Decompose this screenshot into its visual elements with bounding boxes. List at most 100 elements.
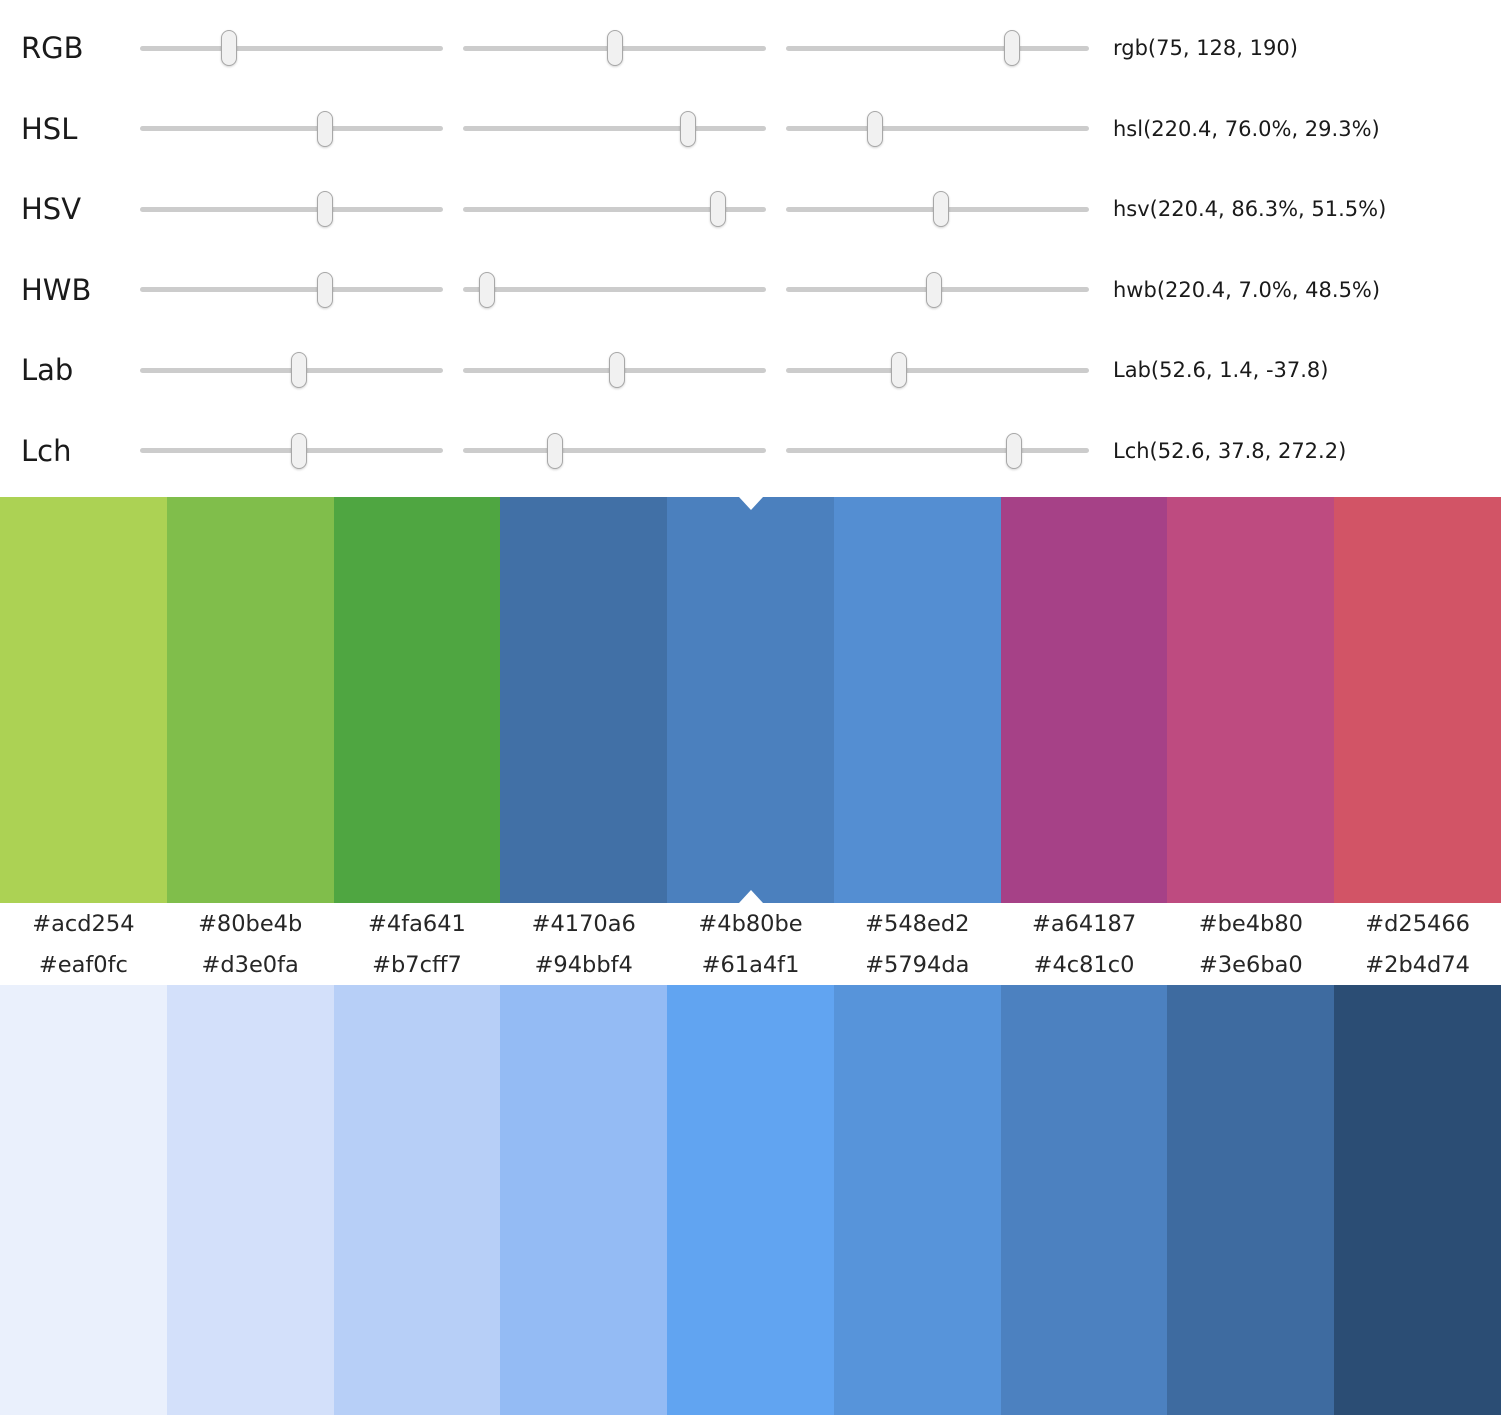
slider-track-hsl-1[interactable]	[140, 109, 443, 149]
slider-track-lab-2[interactable]	[463, 350, 766, 390]
hue-swatch-9[interactable]	[1334, 497, 1501, 903]
slider-track-lch-3[interactable]	[786, 431, 1089, 471]
slider-row-hwb: HWB hwb(220.4, 7.0%, 48.5%)	[0, 250, 1501, 331]
shade-swatch-2[interactable]	[166, 985, 334, 1415]
shade-hex-label-4: #94bbf4	[534, 952, 633, 978]
hue-swatch-8[interactable]	[1167, 497, 1335, 903]
hue-hex-label-4: #4170a6	[531, 911, 636, 937]
shade-hex-label-1: #eaf0fc	[38, 952, 128, 978]
hue-swatch-7[interactable]	[1000, 497, 1168, 903]
colorspace-label-hsv: HSV	[21, 192, 82, 227]
slider-thumb-rgb-2[interactable]	[607, 30, 624, 67]
slider-thumb-rgb-1[interactable]	[221, 30, 238, 67]
colorspace-label-hwb: HWB	[21, 272, 92, 307]
slider-track-group-hwb	[140, 270, 1089, 310]
slider-track-group-lab	[140, 350, 1089, 390]
shade-swatch-6[interactable]	[833, 985, 1001, 1415]
shade-swatch-5[interactable]	[667, 985, 834, 1415]
hue-swatch-3[interactable]	[333, 497, 501, 903]
slider-row-lab: Lab Lab(52.6, 1.4, -37.8)	[0, 330, 1501, 411]
hue-hex-label-6: #548ed2	[865, 911, 970, 937]
slider-track-hsl-3[interactable]	[786, 109, 1089, 149]
hue-swatch-1[interactable]	[0, 497, 167, 903]
palette-panel: #acd254 #80be4b #4fa641 #4170a6 #4b80be #548e…	[0, 497, 1501, 1415]
slider-thumb-hsl-1[interactable]	[317, 110, 334, 147]
shade-hex-label-5: #61a4f1	[701, 952, 800, 978]
hue-hex-label-3: #4fa641	[368, 911, 466, 937]
shade-swatch-8[interactable]	[1167, 985, 1335, 1415]
slider-row-lch: Lch Lch(52.6, 37.8, 272.2)	[0, 411, 1501, 492]
hue-swatch-2[interactable]	[166, 497, 334, 903]
hue-swatch-6[interactable]	[833, 497, 1001, 903]
slider-row-hsv: HSV hsv(220.4, 86.3%, 51.5%)	[0, 169, 1501, 250]
slider-thumb-lch-2[interactable]	[546, 432, 563, 469]
hue-swatch-5[interactable]	[667, 497, 834, 903]
slider-thumb-hwb-2[interactable]	[479, 271, 496, 308]
slider-track-rgb-1[interactable]	[140, 28, 443, 68]
slider-track-group-lch	[140, 431, 1089, 471]
hue-swatch-4[interactable]	[500, 497, 668, 903]
slider-row-rgb: RGB rgb(75, 128, 190)	[0, 8, 1501, 89]
slider-thumb-hsv-2[interactable]	[710, 191, 727, 228]
colorspace-label-lch: Lch	[21, 433, 72, 468]
colorspace-label-rgb: RGB	[21, 31, 84, 66]
slider-thumb-hwb-3[interactable]	[926, 271, 943, 308]
slider-thumb-hsv-1[interactable]	[317, 191, 334, 228]
shade-palette-strip	[0, 985, 1501, 1415]
shade-swatch-7[interactable]	[1000, 985, 1168, 1415]
slider-track-hsl-2[interactable]	[463, 109, 766, 149]
slider-thumb-lab-3[interactable]	[891, 352, 908, 389]
slider-track-hwb-1[interactable]	[140, 270, 443, 310]
shade-swatch-9[interactable]	[1334, 985, 1501, 1415]
slider-track-group-hsl	[140, 109, 1089, 149]
shade-hex-label-2: #d3e0fa	[201, 952, 299, 978]
hue-hex-label-7: #a64187	[1031, 911, 1137, 937]
slider-thumb-hsv-3[interactable]	[932, 191, 949, 228]
hue-hex-label-2: #80be4b	[198, 911, 303, 937]
hue-hex-label-5: #4b80be	[698, 911, 803, 937]
slider-track-rgb-3[interactable]	[786, 28, 1089, 68]
slider-track-lab-1[interactable]	[140, 350, 443, 390]
color-value-text-lch: Lch(52.6, 37.8, 272.2)	[1113, 438, 1347, 463]
slider-thumb-lab-2[interactable]	[608, 352, 625, 389]
slider-thumb-hsl-2[interactable]	[680, 110, 697, 147]
slider-track-rgb-2[interactable]	[463, 28, 766, 68]
slider-track-hsv-2[interactable]	[463, 189, 766, 229]
slider-track-hsv-1[interactable]	[140, 189, 443, 229]
shade-hex-label-3: #b7cff7	[372, 952, 462, 978]
slider-track-group-rgb	[140, 28, 1089, 68]
shade-swatch-3[interactable]	[333, 985, 501, 1415]
shade-palette-labels: #eaf0fc #d3e0fa #b7cff7 #94bbf4 #61a4f1 #5794…	[0, 945, 1501, 985]
hue-palette-labels: #acd254 #80be4b #4fa641 #4170a6 #4b80be #548e…	[0, 903, 1501, 945]
colorspace-label-lab: Lab	[21, 353, 74, 388]
slider-track-hwb-2[interactable]	[463, 270, 766, 310]
slider-thumb-lch-1[interactable]	[291, 432, 308, 469]
hue-hex-label-9: #d25466	[1365, 911, 1470, 937]
slider-track-hsv-3[interactable]	[786, 189, 1089, 229]
color-value-text-rgb: rgb(75, 128, 190)	[1113, 36, 1298, 61]
shade-hex-label-9: #2b4d74	[1365, 952, 1470, 978]
hue-palette-strip	[0, 497, 1501, 903]
colorspace-label-hsl: HSL	[21, 111, 78, 146]
color-value-text-hsl: hsl(220.4, 76.0%, 29.3%)	[1113, 116, 1380, 141]
color-value-text-hsv: hsv(220.4, 86.3%, 51.5%)	[1113, 197, 1387, 222]
slider-panel: RGB rgb(75, 128, 190) HSL hsl(220.4, 76.0%,…	[0, 0, 1501, 491]
slider-thumb-hsl-3[interactable]	[866, 110, 883, 147]
slider-track-lch-2[interactable]	[463, 431, 766, 471]
shade-swatch-1[interactable]	[0, 985, 167, 1415]
slider-track-group-hsv	[140, 189, 1089, 229]
slider-thumb-rgb-3[interactable]	[1003, 30, 1020, 67]
slider-thumb-hwb-1[interactable]	[317, 271, 334, 308]
shade-swatch-4[interactable]	[500, 985, 668, 1415]
color-value-text-lab: Lab(52.6, 1.4, -37.8)	[1113, 358, 1329, 383]
slider-track-lab-3[interactable]	[786, 350, 1089, 390]
slider-thumb-lab-1[interactable]	[291, 352, 308, 389]
slider-thumb-lch-3[interactable]	[1005, 432, 1022, 469]
hue-hex-label-1: #acd254	[32, 911, 135, 937]
shade-hex-label-8: #3e6ba0	[1199, 952, 1303, 978]
slider-track-hwb-3[interactable]	[786, 270, 1089, 310]
slider-track-lch-1[interactable]	[140, 431, 443, 471]
color-value-text-hwb: hwb(220.4, 7.0%, 48.5%)	[1113, 277, 1381, 302]
shade-hex-label-6: #5794da	[865, 952, 970, 978]
